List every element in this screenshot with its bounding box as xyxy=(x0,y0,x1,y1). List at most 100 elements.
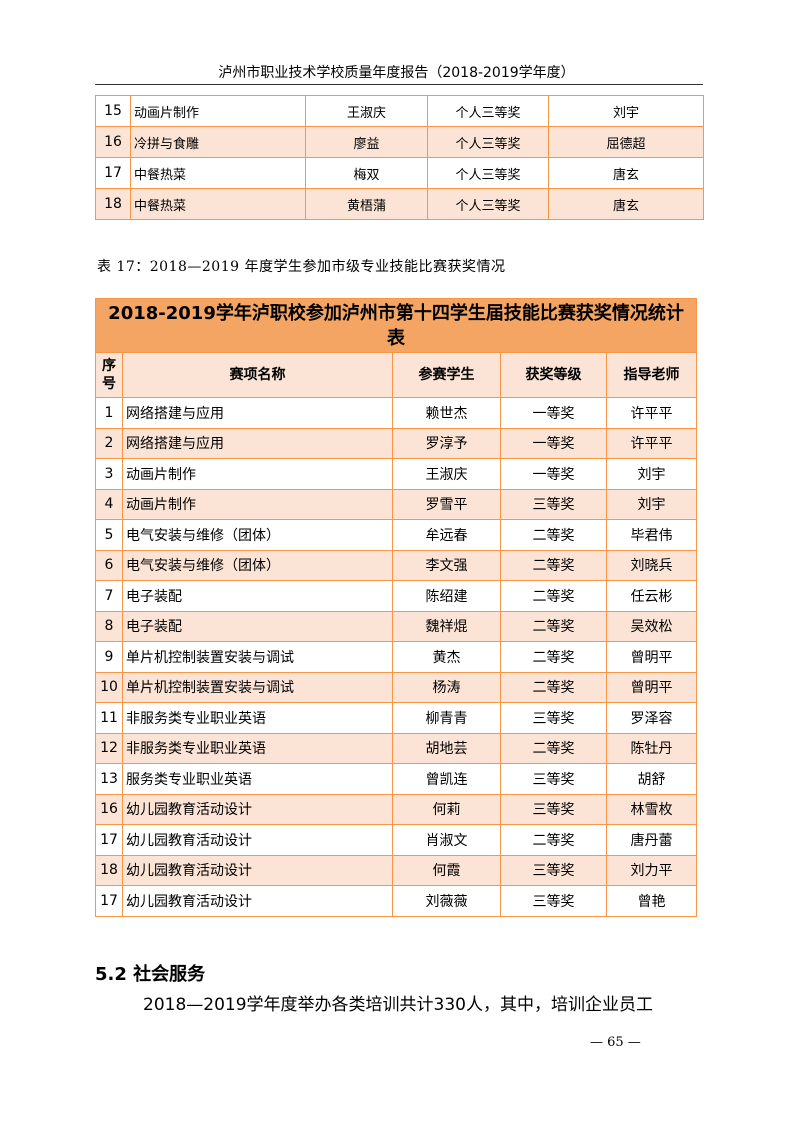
table-cell: 7 xyxy=(95,580,123,612)
table-cell: 胡地芸 xyxy=(392,732,501,764)
table-cell: 中餐热菜 xyxy=(130,188,306,220)
table-cell: 刘薇薇 xyxy=(392,885,501,917)
table-cell: 8 xyxy=(95,610,123,642)
table-cell: 二等奖 xyxy=(500,610,607,642)
table-cell: 唐玄 xyxy=(548,188,704,220)
table-cell: 唐丹蕾 xyxy=(605,824,698,856)
table-cell: 三等奖 xyxy=(500,763,607,795)
table-row: 2 网络搭建与应用 罗淳予 一等奖 许平平 xyxy=(95,427,698,459)
table-cell: 动画片制作 xyxy=(130,95,306,127)
table-row: 13 服务类专业职业英语 曾凯连 三等奖 胡舒 xyxy=(95,763,698,795)
table-cell: 16 xyxy=(95,793,123,825)
table-cell: 三等奖 xyxy=(500,854,607,886)
table-cell: 个人三等奖 xyxy=(427,188,549,220)
column-header: 序号 xyxy=(95,352,123,398)
table-cell: 三等奖 xyxy=(500,488,607,520)
table-cell: 唐玄 xyxy=(548,157,704,189)
table-cell: 3 xyxy=(95,458,123,490)
section-heading: 5.2 社会服务 xyxy=(95,964,206,985)
table-cell: 11 xyxy=(95,702,123,734)
table-row: 17 幼儿园教育活动设计 肖淑文 二等奖 唐丹蕾 xyxy=(95,824,698,856)
table-cell: 17 xyxy=(95,824,123,856)
table-row: 5 电气安装与维修（团体） 牟远春 二等奖 毕君伟 xyxy=(95,519,698,551)
column-header: 赛项名称 xyxy=(122,352,393,398)
table-cell: 二等奖 xyxy=(500,519,607,551)
table-cell: 16 xyxy=(95,126,131,158)
table-cell: 电子装配 xyxy=(122,580,393,612)
table-cell: 罗泽容 xyxy=(605,702,698,734)
table-cell: 陈绍建 xyxy=(392,580,501,612)
award-table: 2018-2019学年泸职校参加泸州市第十四学生届技能比赛获奖情况统计表 序号赛… xyxy=(94,298,698,917)
table-cell: 单片机控制装置安装与调试 xyxy=(122,641,393,673)
table-cell: 中餐热菜 xyxy=(130,157,306,189)
table-cell: 个人三等奖 xyxy=(427,126,549,158)
table-cell: 任云彬 xyxy=(605,580,698,612)
table-cell: 服务类专业职业英语 xyxy=(122,763,393,795)
table-cell: 动画片制作 xyxy=(122,458,393,490)
table-row: 10 单片机控制装置安装与调试 杨涛 二等奖 曾明平 xyxy=(95,671,698,703)
table-row: 16 幼儿园教育活动设计 何莉 三等奖 林雪枚 xyxy=(95,793,698,825)
table-cell: 个人三等奖 xyxy=(427,95,549,127)
table-cell: 12 xyxy=(95,732,123,764)
table-cell: 许平平 xyxy=(605,427,698,459)
table-cell: 非服务类专业职业英语 xyxy=(122,732,393,764)
table-cell: 1 xyxy=(95,397,123,429)
table-cell: 一等奖 xyxy=(500,427,607,459)
table-cell: 10 xyxy=(95,671,123,703)
table-cell: 肖淑文 xyxy=(392,824,501,856)
table-cell: 毕君伟 xyxy=(605,519,698,551)
table-caption: 表 17：2018—2019 年度学生参加市级专业技能比赛获奖情况 xyxy=(97,259,506,275)
table-cell: 曾艳 xyxy=(605,885,698,917)
table-cell: 吴效松 xyxy=(605,610,698,642)
table-row: 7 电子装配 陈绍建 二等奖 任云彬 xyxy=(95,580,698,612)
table-cell: 15 xyxy=(95,95,131,127)
table-cell: 曾明平 xyxy=(605,641,698,673)
table-row: 9 单片机控制装置安装与调试 黄杰 二等奖 曾明平 xyxy=(95,641,698,673)
table-cell: 黄梧蒲 xyxy=(305,188,428,220)
column-header: 获奖等级 xyxy=(500,352,607,398)
table-cell: 魏祥焜 xyxy=(392,610,501,642)
table-cell: 电气安装与维修（团体） xyxy=(122,549,393,581)
table-cell: 王淑庆 xyxy=(392,458,501,490)
page-number: — 65 — xyxy=(590,1035,641,1050)
table-cell: 陈牡丹 xyxy=(605,732,698,764)
table-cell: 黄杰 xyxy=(392,641,501,673)
table-row: 18 幼儿园教育活动设计 何霞 三等奖 刘力平 xyxy=(95,854,698,886)
table-continued: 15 动画片制作 王淑庆 个人三等奖 刘宇 16 冷拼与食雕 廖益 个人三等奖 屈德超 17 中餐热菜… xyxy=(95,95,704,220)
table-cell: 赖世杰 xyxy=(392,397,501,429)
table-cell: 18 xyxy=(95,854,123,886)
table-cell: 18 xyxy=(95,188,131,220)
table-cell: 个人三等奖 xyxy=(427,157,549,189)
table-row: 3 动画片制作 王淑庆 一等奖 刘宇 xyxy=(95,458,698,490)
header-rule xyxy=(95,84,703,85)
table-cell: 17 xyxy=(95,885,123,917)
table-cell: 幼儿园教育活动设计 xyxy=(122,824,393,856)
table-cell: 二等奖 xyxy=(500,549,607,581)
table-cell: 网络搭建与应用 xyxy=(122,397,393,429)
table-cell: 幼儿园教育活动设计 xyxy=(122,854,393,886)
table-cell: 二等奖 xyxy=(500,732,607,764)
table-cell: 三等奖 xyxy=(500,793,607,825)
table-cell: 一等奖 xyxy=(500,397,607,429)
table-row: 18 中餐热菜 黄梧蒲 个人三等奖 唐玄 xyxy=(95,188,704,220)
table-cell: 电子装配 xyxy=(122,610,393,642)
table-row: 17 中餐热菜 梅双 个人三等奖 唐玄 xyxy=(95,157,704,189)
table-cell: 幼儿园教育活动设计 xyxy=(122,793,393,825)
table-cell: 曾明平 xyxy=(605,671,698,703)
table-row: 16 冷拼与食雕 廖益 个人三等奖 屈德超 xyxy=(95,126,704,158)
table-cell: 二等奖 xyxy=(500,641,607,673)
table-row: 8 电子装配 魏祥焜 二等奖 吴效松 xyxy=(95,610,698,642)
table-cell: 非服务类专业职业英语 xyxy=(122,702,393,734)
table-row: 12 非服务类专业职业英语 胡地芸 二等奖 陈牡丹 xyxy=(95,732,698,764)
table-cell: 三等奖 xyxy=(500,885,607,917)
table-cell: 罗淳予 xyxy=(392,427,501,459)
table-cell: 李文强 xyxy=(392,549,501,581)
table-cell: 2 xyxy=(95,427,123,459)
table-cell: 何莉 xyxy=(392,793,501,825)
table-cell: 刘宇 xyxy=(548,95,704,127)
table-cell: 刘宇 xyxy=(605,458,698,490)
table-cell: 刘力平 xyxy=(605,854,698,886)
table-cell: 牟远春 xyxy=(392,519,501,551)
table-cell: 梅双 xyxy=(305,157,428,189)
